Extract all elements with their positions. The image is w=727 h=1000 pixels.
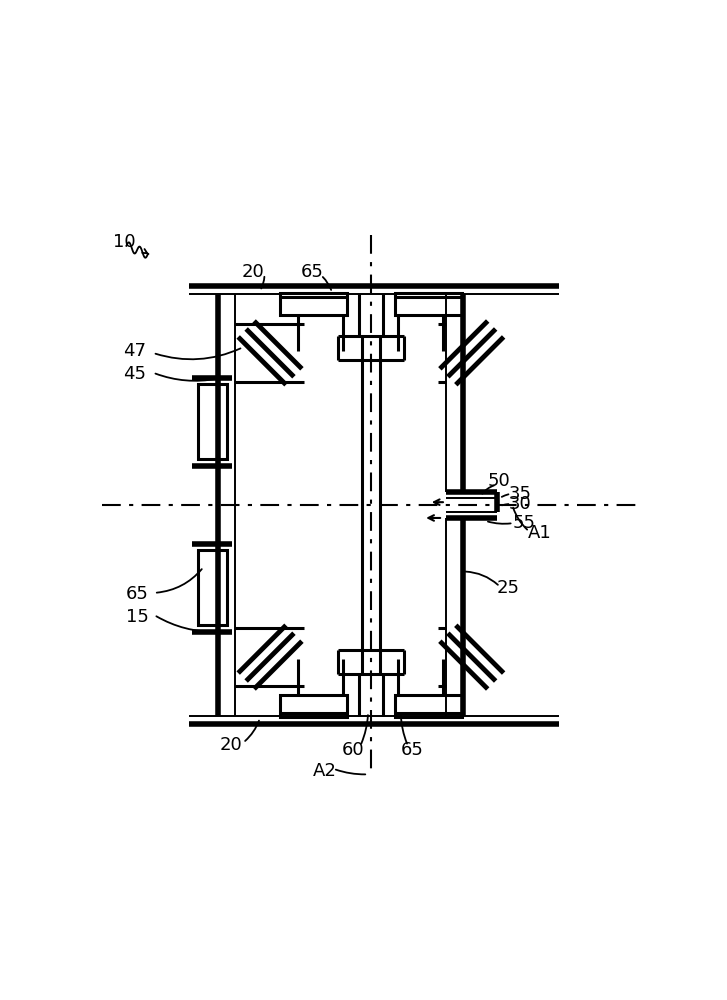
Text: 20: 20 bbox=[242, 263, 265, 281]
Text: 35: 35 bbox=[509, 485, 531, 503]
Bar bbox=[280, 695, 347, 717]
Text: 47: 47 bbox=[123, 342, 145, 360]
Text: A1: A1 bbox=[528, 524, 551, 542]
Text: 65: 65 bbox=[126, 585, 148, 603]
Bar bbox=[395, 293, 462, 315]
Bar bbox=[198, 550, 228, 625]
Bar bbox=[198, 384, 228, 459]
Bar bbox=[280, 293, 347, 315]
Text: A2: A2 bbox=[313, 762, 337, 780]
Text: 60: 60 bbox=[342, 741, 364, 759]
Text: 10: 10 bbox=[113, 233, 136, 251]
Text: 50: 50 bbox=[488, 472, 511, 490]
Text: 15: 15 bbox=[126, 608, 148, 626]
Text: 55: 55 bbox=[512, 514, 535, 532]
Text: 65: 65 bbox=[301, 263, 324, 281]
Text: 45: 45 bbox=[123, 365, 145, 383]
Text: 65: 65 bbox=[401, 741, 423, 759]
Text: 20: 20 bbox=[220, 736, 242, 754]
Bar bbox=[395, 695, 462, 717]
Text: 30: 30 bbox=[509, 495, 531, 513]
Text: 25: 25 bbox=[497, 579, 519, 597]
